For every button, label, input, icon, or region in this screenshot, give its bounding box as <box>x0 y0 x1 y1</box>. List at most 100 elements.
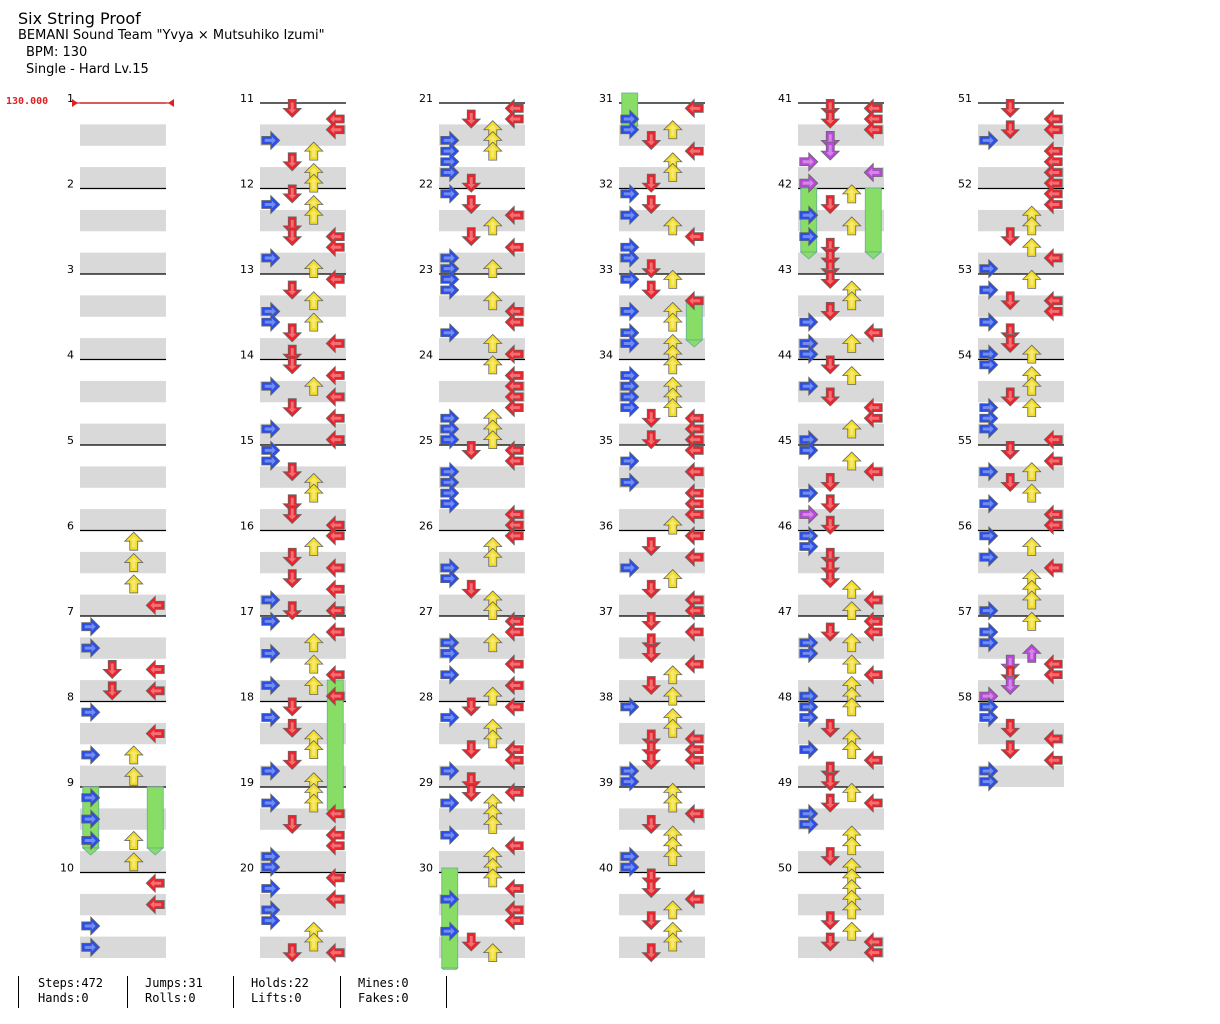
left-arrow <box>81 744 101 765</box>
right-arrow <box>145 873 165 894</box>
beat-band <box>80 594 166 616</box>
beat-band <box>619 167 705 189</box>
right-arrow <box>684 803 704 824</box>
beat-band <box>798 124 884 146</box>
measure-number: 32 <box>599 178 613 191</box>
down-arrow <box>461 932 482 952</box>
right-arrow <box>1043 301 1063 322</box>
right-arrow <box>145 680 165 701</box>
beat-band <box>260 295 346 317</box>
left-arrow <box>440 921 460 942</box>
right-arrow <box>325 408 345 429</box>
down-arrow <box>461 697 482 717</box>
left-arrow <box>261 451 281 471</box>
up-arrow <box>841 921 862 941</box>
bpm-marker-arrow <box>168 99 174 107</box>
down-arrow <box>282 98 303 118</box>
right-arrow <box>1043 451 1063 471</box>
right-arrow <box>504 237 524 258</box>
left-arrow <box>979 130 999 151</box>
down-arrow <box>1000 98 1021 118</box>
up-arrow <box>841 419 862 439</box>
right-arrow <box>863 590 883 610</box>
up-arrow <box>303 259 324 279</box>
right-arrow <box>504 696 524 717</box>
up-arrow <box>662 398 683 417</box>
up-arrow <box>303 205 324 225</box>
right-arrow <box>325 686 345 707</box>
left-arrow <box>620 248 640 268</box>
down-arrow <box>641 195 662 215</box>
beat-band <box>80 851 166 873</box>
beat-band <box>619 380 705 403</box>
stats-divider <box>340 976 341 1008</box>
left-arrow <box>799 643 819 664</box>
beat-band <box>978 252 1064 274</box>
up-arrow <box>482 430 503 450</box>
right-arrow <box>325 867 345 888</box>
left-arrow <box>799 226 819 247</box>
right-arrow <box>325 237 345 258</box>
left-arrow <box>799 312 819 333</box>
hold-tail <box>799 251 818 260</box>
beat-band <box>260 509 346 531</box>
up-arrow <box>662 900 683 920</box>
right-arrow <box>325 622 345 642</box>
up-arrow <box>482 333 503 353</box>
left-arrow <box>440 664 460 685</box>
up-arrow <box>482 686 503 706</box>
beat-band <box>260 124 346 146</box>
up-arrow <box>482 729 503 749</box>
right-arrow <box>863 622 883 642</box>
right-arrow <box>325 600 345 621</box>
hold-tail <box>685 339 704 348</box>
down-arrow <box>461 109 482 129</box>
down-arrow <box>461 227 482 247</box>
beat-band <box>439 722 525 745</box>
left-arrow <box>799 205 819 226</box>
down-arrow <box>820 109 841 129</box>
right-arrow <box>863 322 883 343</box>
left-arrow <box>261 793 281 813</box>
left-arrow <box>261 312 281 333</box>
stats-divider <box>446 976 447 1008</box>
beat-band <box>798 808 884 830</box>
stats-divider <box>233 976 234 1008</box>
measure-number: 54 <box>958 349 972 362</box>
right-arrow <box>504 675 524 696</box>
up-arrow <box>303 633 324 653</box>
down-arrow <box>820 569 841 589</box>
up-arrow <box>662 355 683 375</box>
up-arrow <box>841 654 862 674</box>
measure-number: 40 <box>599 862 613 875</box>
right-arrow <box>1043 557 1063 578</box>
beat-band <box>619 936 705 958</box>
left-arrow <box>799 739 819 760</box>
left-arrow <box>979 600 999 621</box>
left-arrow <box>799 536 819 557</box>
measure-number: 13 <box>240 263 254 276</box>
left-arrow <box>81 830 101 851</box>
left-arrow <box>799 173 819 194</box>
beat-band <box>619 680 705 702</box>
left-arrow <box>620 557 640 578</box>
beat-band <box>978 380 1064 403</box>
beat-band <box>978 209 1064 232</box>
down-arrow <box>820 195 841 215</box>
up-arrow <box>303 173 324 193</box>
right-arrow <box>145 595 165 616</box>
left-arrow <box>979 354 999 375</box>
down-arrow <box>102 660 123 680</box>
measure-number: 10 <box>60 862 74 875</box>
left-arrow <box>440 825 460 846</box>
left-arrow <box>261 857 281 878</box>
measure-number: 15 <box>240 434 254 447</box>
right-arrow <box>504 622 524 642</box>
right-arrow <box>325 269 345 290</box>
down-arrow <box>461 195 482 215</box>
beat-band <box>619 423 705 445</box>
left-arrow <box>261 707 281 728</box>
down-arrow <box>820 302 841 321</box>
down-arrow <box>641 911 662 931</box>
down-arrow <box>641 173 662 193</box>
